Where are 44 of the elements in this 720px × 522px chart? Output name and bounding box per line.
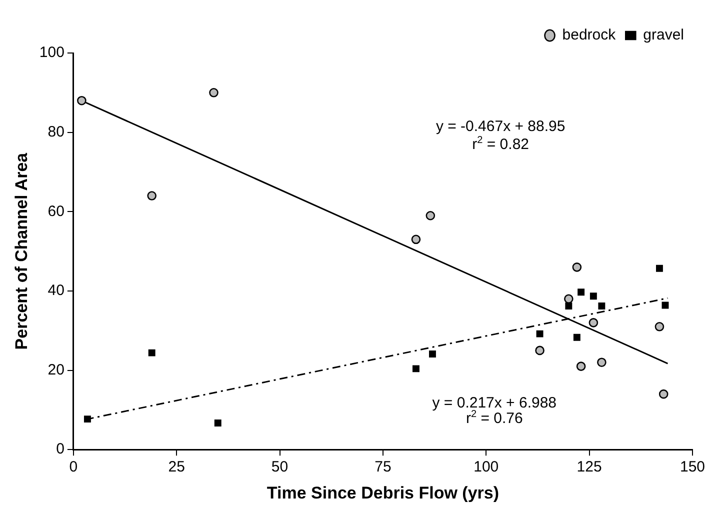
point bbox=[148, 349, 156, 356]
y-tick-label: 40 bbox=[48, 282, 64, 300]
point bbox=[565, 302, 572, 310]
legend-label: gravel bbox=[643, 26, 684, 44]
y-axis-title: Percent of Channel Area bbox=[12, 152, 31, 350]
point bbox=[429, 350, 436, 358]
point bbox=[598, 302, 606, 310]
point bbox=[214, 420, 222, 427]
point bbox=[535, 346, 544, 356]
point bbox=[572, 262, 582, 272]
y-tick-label: 100 bbox=[39, 44, 64, 62]
point bbox=[588, 318, 598, 328]
point bbox=[654, 322, 664, 332]
annotation: y = -0.467x + 88.95 bbox=[436, 118, 566, 135]
point bbox=[658, 389, 668, 399]
x-tick-label: 150 bbox=[680, 458, 705, 476]
x-tick-label: 50 bbox=[271, 458, 288, 476]
y-tick-label: 60 bbox=[48, 202, 64, 220]
point bbox=[426, 210, 436, 220]
point bbox=[578, 288, 585, 296]
point bbox=[147, 191, 156, 200]
x-tick-label: 125 bbox=[576, 458, 602, 476]
point bbox=[590, 292, 597, 300]
y-tick-label: 0 bbox=[56, 440, 64, 458]
point bbox=[597, 358, 606, 367]
point bbox=[77, 96, 86, 106]
x-axis-title: Time Since Debris Flow (yrs) bbox=[266, 483, 500, 502]
y-tick-label: 20 bbox=[48, 361, 64, 378]
point bbox=[411, 234, 421, 244]
point bbox=[662, 302, 669, 309]
x-tick-label: 0 bbox=[69, 458, 78, 476]
point bbox=[412, 365, 420, 372]
x-tick-label: 100 bbox=[474, 458, 499, 476]
legend-label: bedrock bbox=[562, 26, 616, 44]
point bbox=[564, 294, 574, 304]
x-tick-label: 75 bbox=[374, 458, 392, 476]
point bbox=[573, 334, 580, 341]
point bbox=[656, 264, 663, 272]
point bbox=[84, 416, 91, 423]
x-tick-label: 25 bbox=[168, 458, 185, 476]
point bbox=[576, 362, 586, 371]
point bbox=[209, 88, 218, 98]
y-tick-label: 80 bbox=[48, 123, 64, 140]
point bbox=[536, 330, 544, 338]
